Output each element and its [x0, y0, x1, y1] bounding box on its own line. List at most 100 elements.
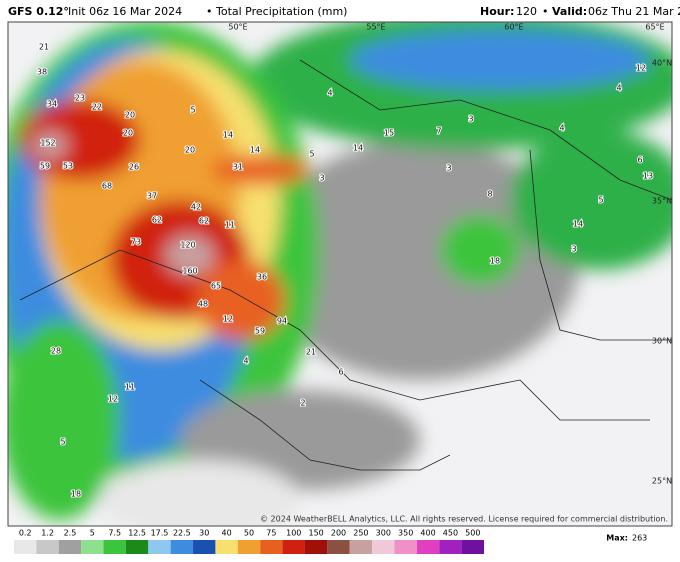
point-value: 6: [637, 156, 642, 165]
point-value: 53: [63, 162, 73, 171]
point-value: 18: [490, 257, 500, 266]
colorbar-label: 200: [331, 529, 346, 538]
point-value: 62: [199, 217, 209, 226]
point-value: 7: [436, 127, 441, 136]
point-value: 5: [190, 106, 195, 115]
point-value: 21: [306, 348, 316, 357]
colorbar-swatch: [148, 540, 171, 554]
point-value: 14: [573, 220, 583, 229]
graticule-label: 35°N: [652, 197, 672, 206]
colorbar-label: 450: [443, 529, 458, 538]
colorbar-swatch: [461, 540, 484, 554]
colorbar-label: 150: [309, 529, 324, 538]
point-value: 22: [92, 103, 102, 112]
point-value: 48: [198, 300, 208, 309]
colorbar-swatch: [170, 540, 194, 554]
header-text: Total Precipitation (mm): [215, 5, 347, 18]
point-value: 5: [60, 438, 65, 447]
point-value: 2: [300, 399, 305, 408]
colorbar-swatch: [58, 540, 82, 554]
point-value: 13: [643, 172, 653, 181]
header-text: Valid:: [552, 5, 587, 18]
point-value: 14: [223, 131, 233, 140]
point-value: 38: [37, 68, 47, 77]
colorbar-swatch: [14, 540, 37, 554]
point-value: 59: [40, 162, 50, 171]
point-value: 18: [71, 490, 81, 499]
point-value: 94: [277, 317, 287, 326]
point-value: 12: [636, 64, 646, 73]
colorbar-swatch: [237, 540, 261, 554]
colorbar-label: 75: [266, 529, 276, 538]
colorbar-label: 30: [199, 529, 209, 538]
header-text: Init 06z 16 Mar 2024: [68, 5, 182, 18]
point-value: 42: [191, 203, 201, 212]
colorbar-label: 2.5: [64, 529, 77, 538]
graticule-label: 40°N: [652, 59, 672, 68]
header-text: 120: [516, 5, 537, 18]
graticule-label: 30°N: [652, 337, 672, 346]
header-text: •: [542, 5, 549, 18]
colorbar-swatch: [372, 540, 395, 554]
point-value: 36: [257, 273, 267, 282]
colorbar-label: 1.2: [41, 529, 54, 538]
header-text: Hour:: [480, 5, 514, 18]
colorbar-swatch: [125, 540, 149, 554]
point-value: 152: [40, 139, 55, 148]
colorbar-label: 500: [465, 529, 480, 538]
point-value: 14: [250, 146, 260, 155]
colorbar-swatch: [215, 540, 238, 554]
point-value: 12: [108, 395, 118, 404]
point-value: 59: [255, 327, 265, 336]
point-value: 73: [131, 238, 141, 247]
point-value: 4: [559, 124, 564, 133]
colorbar-swatch: [260, 540, 283, 554]
point-value: 68: [102, 182, 112, 191]
colorbar-label: 400: [420, 529, 435, 538]
point-value: 31: [233, 163, 243, 172]
point-value: 12: [223, 315, 233, 324]
point-value: 62: [152, 216, 162, 225]
graticule-label: 25°N: [652, 477, 672, 486]
colorbar-swatch: [349, 540, 373, 554]
colorbar-label: 300: [376, 529, 391, 538]
max-value: 263: [632, 534, 647, 543]
colorbar-swatch: [282, 540, 305, 554]
colorbar-swatch: [193, 540, 216, 554]
point-value: 6: [338, 368, 343, 377]
point-value: 20: [125, 111, 135, 120]
point-value: 120: [180, 241, 195, 250]
point-value: 11: [125, 383, 135, 392]
graticule-label: 60°E: [504, 23, 523, 32]
colorbar-swatch: [394, 540, 417, 554]
colorbar-label: 22.5: [173, 529, 191, 538]
header-text: •: [206, 5, 213, 18]
point-value: 4: [327, 89, 332, 98]
max-label: Max:: [606, 534, 628, 543]
point-value: 20: [123, 129, 133, 138]
point-value: 14: [353, 144, 363, 153]
colorbar-label: 100: [286, 529, 301, 538]
map-frame: [7, 21, 673, 527]
point-value: 8: [487, 190, 492, 199]
colorbar-label: 17.5: [151, 529, 169, 538]
colorbar-label: 5: [90, 529, 95, 538]
colorbar-swatch: [439, 540, 462, 554]
point-value: 3: [319, 174, 324, 183]
point-value: 3: [446, 164, 451, 173]
point-value: 4: [616, 84, 621, 93]
point-value: 65: [211, 282, 221, 291]
colorbar-swatch: [327, 540, 350, 554]
point-value: 37: [147, 192, 157, 201]
point-value: 28: [51, 347, 61, 356]
colorbar-label: 7.5: [108, 529, 121, 538]
graticule-label: 55°E: [366, 23, 385, 32]
point-value: 160: [182, 267, 197, 276]
copyright: © 2024 WeatherBELL Analytics, LLC. All r…: [260, 515, 668, 524]
point-value: 34: [47, 100, 57, 109]
colorbar-label: 12.5: [128, 529, 146, 538]
point-value: 11: [225, 221, 235, 230]
point-value: 26: [129, 163, 139, 172]
colorbar-label: 50: [244, 529, 254, 538]
point-value: 15: [384, 129, 394, 138]
